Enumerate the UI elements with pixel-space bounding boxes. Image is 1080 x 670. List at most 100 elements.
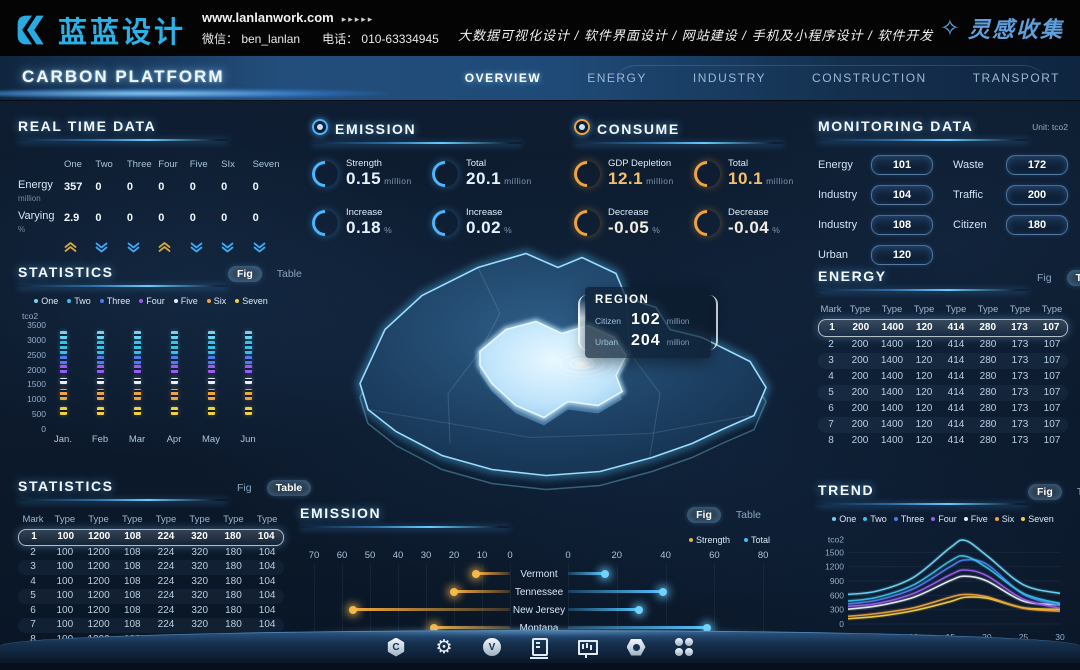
dock-circle-v-icon[interactable]: V (481, 635, 503, 659)
map-graphic (356, 249, 770, 491)
cell-value: 280 (979, 371, 997, 382)
cell-value: 224 (157, 619, 175, 630)
monitor-label: Waste (953, 159, 984, 171)
legend-one[interactable]: One (34, 296, 58, 306)
collect-label: 灵感收集 (967, 17, 1064, 42)
table-row[interactable]: 5 200 1400 120 414 280 173 107 (818, 385, 1068, 401)
series-segment (134, 340, 141, 354)
column-header: Seven (252, 159, 280, 170)
table-row[interactable]: 3 200 1400 120 414 280 173 107 (818, 353, 1068, 369)
region-row: Urban 204 million (595, 332, 701, 350)
table-row[interactable]: 1 200 1400 120 414 280 173 107 (818, 319, 1068, 337)
table-row[interactable]: 4 200 1400 120 414 280 173 107 (818, 369, 1068, 385)
fig-toggle[interactable]: Fig (1037, 272, 1052, 284)
stat-unit: million (504, 176, 532, 186)
table-toggle[interactable]: Table (276, 268, 302, 280)
column-header: Type (977, 304, 999, 315)
table-row[interactable]: 7 100 1200 108 224 320 180 104 (18, 618, 284, 633)
cell-value: 1200 (87, 604, 110, 616)
emission-badge-icon (312, 119, 328, 135)
table-toggle[interactable]: Table (1076, 486, 1080, 498)
series-segment (97, 365, 104, 374)
table-row[interactable]: 7 200 1400 120 414 280 173 107 (818, 417, 1068, 433)
legend-total[interactable]: Total (743, 534, 770, 546)
table-row[interactable]: 6 200 1400 120 414 280 173 107 (818, 401, 1068, 417)
dock-grid-dots-icon[interactable] (673, 635, 695, 659)
strength-dot (349, 605, 358, 614)
tab-energy[interactable]: ENERGY (587, 71, 647, 85)
legend-five[interactable]: Five (173, 296, 198, 306)
table-row[interactable]: 2 200 1400 120 414 280 173 107 (818, 337, 1068, 353)
services-text: 大数据可视化设计 / 软件界面设计 / 网站建设 / 手机及小程序设计 / 软件… (458, 28, 934, 43)
dock-shield-c-icon[interactable]: C (385, 635, 407, 659)
y-tick-label: 3500 (27, 320, 46, 330)
legend-two[interactable]: Two (67, 296, 91, 306)
legend-two[interactable]: Two (863, 514, 887, 524)
fig-toggle[interactable]: Fig (237, 482, 252, 494)
legend-one[interactable]: One (832, 514, 856, 524)
legend-strength[interactable]: Strength (688, 534, 730, 546)
up-arrow-icon (158, 242, 171, 252)
fig-toggle[interactable]: Fig (1028, 484, 1062, 500)
legend-four[interactable]: Four (931, 514, 957, 524)
table-row[interactable]: 3 100 1200 108 224 320 180 104 (18, 560, 284, 575)
table-toggle[interactable]: Table (1066, 270, 1080, 286)
legend-dot-icon (99, 299, 104, 303)
region-map[interactable] (330, 232, 790, 500)
panel-real-time-data: REAL TIME DATA One Two Three Four Five SIx Sev… (18, 118, 284, 258)
table-row[interactable]: 1 100 1200 108 224 320 180 104 (18, 529, 284, 546)
x-tick-label: May (202, 434, 220, 445)
table-toggle[interactable]: Table (266, 480, 312, 496)
gridline-decor (342, 564, 343, 642)
legend-dot-icon (235, 299, 240, 303)
tab-industry[interactable]: INDUSTRY (692, 71, 767, 85)
cell-value: 173 (1011, 387, 1029, 398)
table-row[interactable]: 8 200 1400 120 414 280 173 107 (818, 433, 1068, 449)
dock-board-chart-icon[interactable] (577, 635, 599, 659)
region-value: 204 (631, 332, 661, 349)
lanlan-logo[interactable]: 蓝蓝设计 (14, 9, 186, 51)
tab-overview[interactable]: OVERVIEW (464, 71, 542, 85)
cell-value: 1200 (87, 561, 110, 572)
cell-value: 120 (915, 322, 933, 333)
legend-seven[interactable]: Seven (1021, 514, 1054, 524)
legend-seven[interactable]: Seven (235, 296, 268, 306)
dock-nut-icon[interactable] (625, 635, 647, 659)
series-segment (171, 331, 178, 339)
stat-unit: % (652, 225, 661, 235)
cell-value: 200 (851, 371, 869, 382)
legend-label: Two (870, 514, 887, 524)
legend-five[interactable]: Five (963, 514, 988, 524)
legend-six[interactable]: Six (206, 296, 226, 306)
stat-card-total: Total 10.1 million (688, 155, 814, 193)
legend-four[interactable]: Four (139, 296, 165, 306)
series-segment (134, 377, 141, 384)
stat-card-gdp-depletion: GDP Depletion 12.1 million (568, 155, 694, 193)
cell-value: 320 (191, 590, 209, 601)
fig-toggle[interactable]: Fig (687, 507, 721, 523)
stat-card-text: Increase 0.18% (346, 207, 392, 240)
monitoring-grid: Energy 101 Industry 104 Industry 108 Urban 120 … (818, 155, 1068, 275)
table-row[interactable]: 4 100 1200 108 224 320 180 104 (18, 575, 284, 590)
website-link[interactable]: www.lanlanwork.com (202, 10, 334, 25)
tab-transport[interactable]: TRANSPORT (972, 71, 1060, 85)
cell-value: 180 (225, 619, 242, 630)
legend-three[interactable]: Three (893, 514, 924, 524)
tab-construction[interactable]: CONSTRUCTION (812, 71, 927, 85)
dock-gear-icon[interactable]: ⚙ (435, 636, 453, 658)
svg-text:900: 900 (830, 576, 844, 586)
table-row[interactable]: 6 100 1200 108 224 320 180 104 (18, 604, 284, 619)
title-underline-decor (312, 142, 522, 144)
trend-arrow-cell (127, 236, 158, 258)
column-header: Five (189, 159, 208, 170)
table-row[interactable]: 2 100 1200 108 224 320 180 104 (18, 546, 284, 561)
dock-charging-station-icon[interactable] (529, 635, 551, 659)
fig-toggle[interactable]: Fig (228, 266, 262, 282)
table-row[interactable]: 5 100 1200 108 224 320 180 104 (18, 589, 284, 604)
legend-six[interactable]: Six (994, 514, 1014, 524)
table-toggle[interactable]: Table (735, 509, 761, 521)
legend-three[interactable]: Three (99, 296, 130, 306)
stat-card-text: Strength 0.15 million (346, 158, 412, 191)
inspiration-collect-link[interactable]: ✧ 灵感收集 (940, 12, 1064, 44)
